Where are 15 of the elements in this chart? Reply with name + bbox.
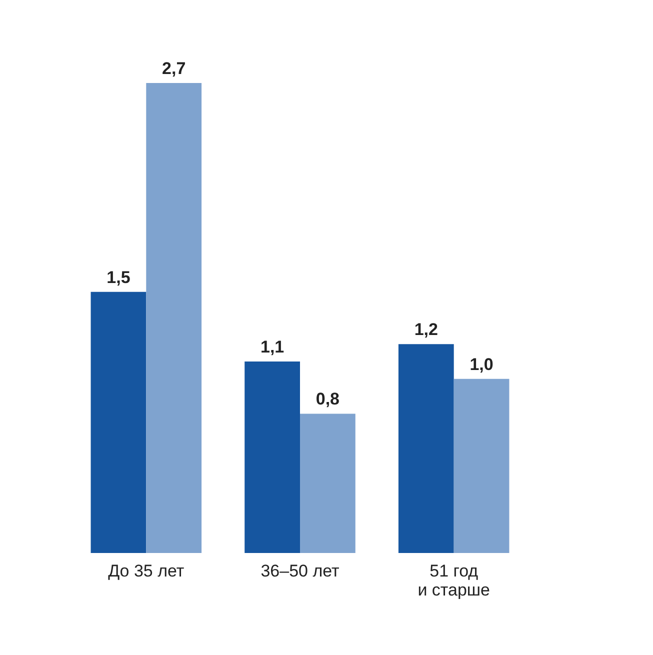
data-label: 1,1 [260, 338, 284, 357]
data-label: 1,2 [414, 320, 438, 340]
bar [146, 83, 202, 553]
x-tick-label: 36–50 лет [260, 562, 340, 580]
data-label: 1,5 [106, 268, 130, 287]
bar [454, 378, 510, 553]
data-label: 2,7 [162, 59, 186, 78]
bar [300, 414, 356, 553]
bar [398, 344, 454, 553]
data-label: 0,8 [316, 390, 340, 409]
bar [90, 292, 146, 553]
data-label: 1,0 [470, 354, 494, 374]
x-tick-label: 51 год и старше [418, 562, 490, 600]
x-tick-label: До 35 лет [108, 562, 184, 580]
bar [244, 362, 300, 553]
